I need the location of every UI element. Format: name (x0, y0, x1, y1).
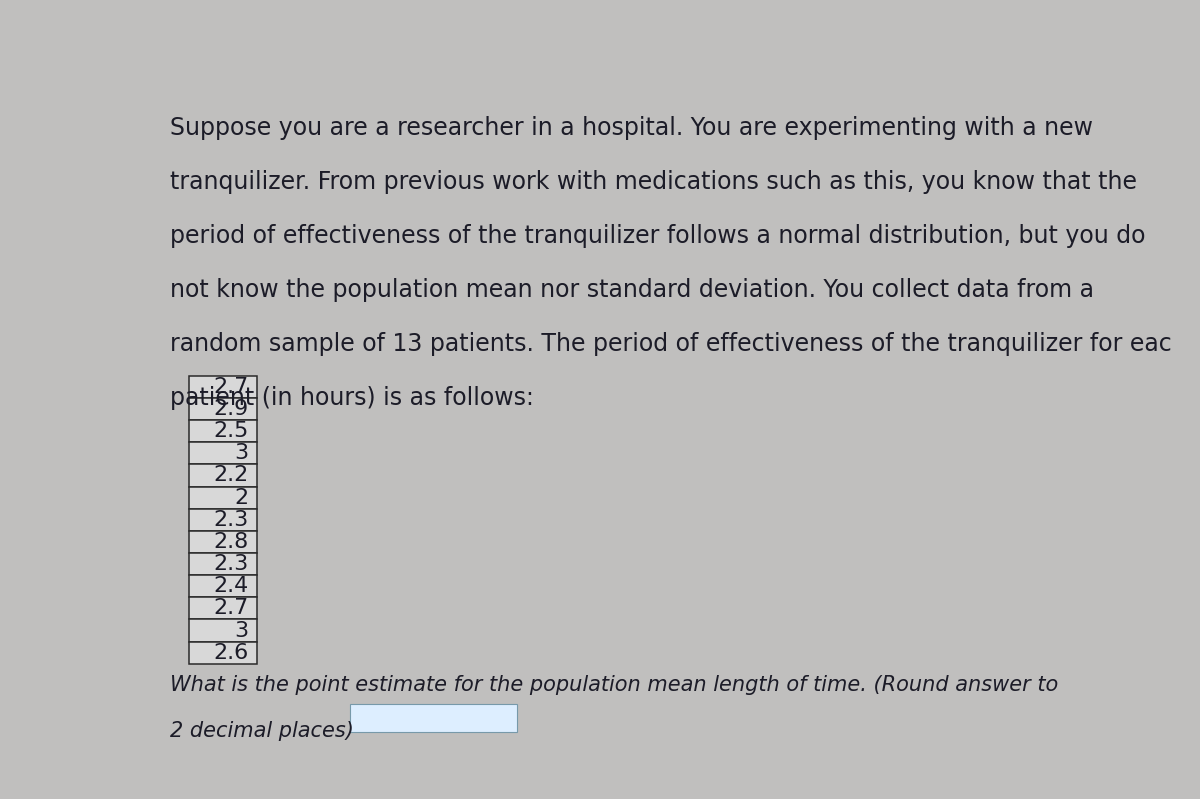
Text: Suppose you are a researcher in a hospital. You are experimenting with a new: Suppose you are a researcher in a hospit… (170, 116, 1093, 140)
Text: 2: 2 (235, 487, 248, 507)
Text: 2 decimal places): 2 decimal places) (170, 721, 354, 741)
Text: 2.3: 2.3 (214, 554, 248, 574)
Text: period of effectiveness of the tranquilizer follows a normal distribution, but y: period of effectiveness of the tranquili… (170, 224, 1146, 248)
Bar (190, 642, 257, 664)
Bar (190, 487, 257, 509)
Bar (190, 464, 257, 487)
Text: 2.3: 2.3 (214, 510, 248, 530)
Text: What is the point estimate for the population mean length of time. (Round answer: What is the point estimate for the popul… (170, 675, 1058, 695)
Bar (190, 619, 257, 642)
Text: 2.7: 2.7 (214, 377, 248, 397)
Text: patient (in hours) is as follows:: patient (in hours) is as follows: (170, 386, 534, 410)
Text: 3: 3 (235, 443, 248, 463)
Text: 2.9: 2.9 (214, 399, 248, 419)
Bar (190, 575, 257, 598)
Text: tranquilizer. From previous work with medications such as this, you know that th: tranquilizer. From previous work with me… (170, 169, 1138, 193)
Bar (350, 704, 517, 732)
Bar (190, 376, 257, 398)
Text: not know the population mean nor standard deviation. You collect data from a: not know the population mean nor standar… (170, 278, 1094, 302)
Bar (190, 598, 257, 619)
Text: 2.5: 2.5 (214, 421, 248, 441)
Bar (190, 420, 257, 443)
Text: 2.7: 2.7 (214, 598, 248, 618)
Bar (190, 553, 257, 575)
Bar (190, 398, 257, 420)
Text: 2.8: 2.8 (214, 532, 248, 552)
Text: 3: 3 (235, 621, 248, 641)
Text: random sample of 13 patients. The period of effectiveness of the tranquilizer fo: random sample of 13 patients. The period… (170, 332, 1172, 356)
Bar (190, 531, 257, 553)
Bar (190, 443, 257, 464)
Bar (190, 509, 257, 531)
Text: 2.6: 2.6 (214, 642, 248, 662)
Text: 2.4: 2.4 (214, 576, 248, 596)
Text: 2.2: 2.2 (214, 466, 248, 486)
